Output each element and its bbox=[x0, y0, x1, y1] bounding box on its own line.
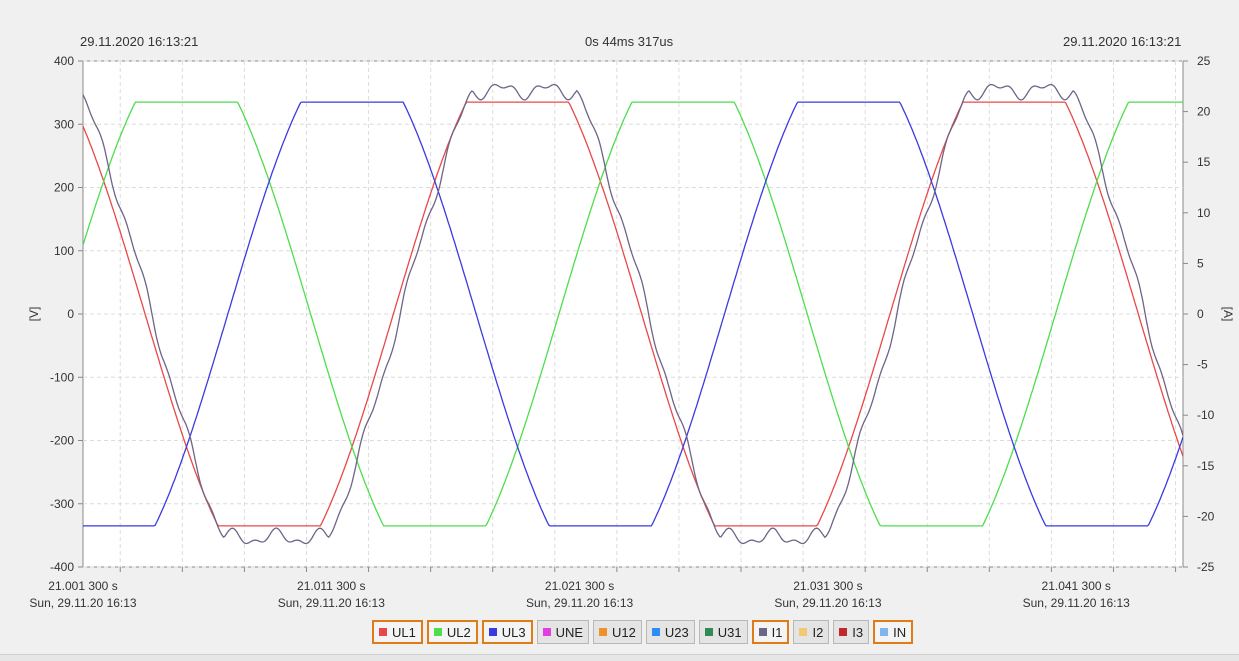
legend-label: UL1 bbox=[392, 624, 416, 640]
y-left-tick-label: 0 bbox=[67, 307, 74, 321]
x-tick-label-time: 21.001 300 s bbox=[48, 579, 117, 593]
series-ul1 bbox=[83, 101, 1183, 527]
duration-readout: 0s 44ms 317us bbox=[585, 34, 674, 49]
start-timestamp: 29.11.2020 16:13:21 bbox=[80, 34, 199, 49]
y-left-tick-label: -300 bbox=[50, 497, 74, 511]
legend-label: UL2 bbox=[446, 624, 471, 640]
legend-swatch bbox=[758, 628, 767, 636]
y-right-tick-label: 25 bbox=[1197, 54, 1211, 68]
series-ul2 bbox=[83, 101, 1183, 527]
legend-toggle-i1[interactable]: I1 bbox=[751, 620, 790, 644]
legend-toggle-in[interactable]: IN bbox=[873, 620, 914, 644]
y-right-tick-label: -15 bbox=[1197, 459, 1215, 473]
x-tick-label-date: Sun, 29.11.20 16:13 bbox=[774, 596, 882, 610]
legend-swatch bbox=[379, 628, 387, 636]
y-right-axis-label: [A] bbox=[1221, 307, 1235, 322]
horizontal-scrollbar[interactable] bbox=[0, 654, 1239, 661]
y-right-tick-label: -20 bbox=[1197, 509, 1215, 523]
y-left-tick-label: 100 bbox=[54, 244, 74, 258]
legend-toggle-u31[interactable]: U31 bbox=[698, 620, 748, 644]
legend-toggle-ul3[interactable]: UL3 bbox=[481, 620, 533, 644]
y-right-tick-label: 5 bbox=[1197, 256, 1204, 270]
legend-label: U23 bbox=[664, 624, 689, 640]
legend-swatch bbox=[799, 628, 808, 636]
legend-toggle-u23[interactable]: U23 bbox=[645, 620, 695, 644]
y-right-tick-label: 10 bbox=[1197, 206, 1211, 220]
legend-toggle-une[interactable]: UNE bbox=[536, 620, 590, 644]
x-tick-label-time: 21.031 300 s bbox=[793, 579, 862, 593]
x-tick-label-time: 21.041 300 s bbox=[1042, 579, 1111, 593]
x-tick-label-date: Sun, 29.11.20 16:13 bbox=[1023, 596, 1131, 610]
legend-toggle-u12[interactable]: U12 bbox=[593, 620, 642, 644]
series-ul3 bbox=[83, 101, 1183, 527]
end-timestamp: 29.11.2020 16:13:21 bbox=[1063, 34, 1182, 49]
legend-swatch bbox=[542, 628, 551, 636]
legend-toggle-ul1[interactable]: UL1 bbox=[372, 620, 423, 644]
legend-label: U12 bbox=[612, 624, 636, 640]
legend-label: I3 bbox=[852, 624, 864, 640]
legend-swatch bbox=[839, 628, 848, 636]
legend-label: U31 bbox=[717, 624, 742, 640]
legend-label: UNE bbox=[555, 624, 584, 640]
legend: UL1 UL2 UL3 UNE U12 U23 U31 I1 I2 I3 IN bbox=[372, 620, 914, 644]
y-left-tick-label: -100 bbox=[50, 370, 74, 384]
legend-swatch bbox=[880, 628, 889, 636]
y-right-tick-label: 20 bbox=[1197, 105, 1211, 119]
y-right-tick-label: -10 bbox=[1197, 408, 1215, 422]
legend-label: IN bbox=[893, 624, 907, 640]
x-tick-label-date: Sun, 29.11.20 16:13 bbox=[526, 596, 634, 610]
y-left-tick-label: 300 bbox=[54, 117, 74, 131]
x-tick-label-date: Sun, 29.11.20 16:13 bbox=[278, 596, 386, 610]
waveform-chart[interactable]: 4003002001000-100-200-300-400[V]25201510… bbox=[0, 0, 1239, 620]
y-right-tick-label: 0 bbox=[1197, 307, 1204, 321]
legend-toggle-ul2[interactable]: UL2 bbox=[426, 620, 478, 644]
y-left-tick-label: 400 bbox=[54, 54, 74, 68]
legend-label: I2 bbox=[812, 624, 824, 640]
y-right-tick-label: 15 bbox=[1197, 155, 1211, 169]
legend-toggle-i2[interactable]: I2 bbox=[793, 620, 830, 644]
y-left-tick-label: -400 bbox=[50, 560, 74, 574]
y-left-axis-label: [V] bbox=[27, 307, 41, 322]
legend-label: I1 bbox=[771, 624, 783, 640]
legend-swatch bbox=[599, 628, 608, 636]
x-tick-label-date: Sun, 29.11.20 16:13 bbox=[29, 596, 137, 610]
series-i1 bbox=[83, 83, 1183, 545]
y-right-tick-label: -5 bbox=[1197, 358, 1208, 372]
y-left-tick-label: -200 bbox=[50, 434, 74, 448]
y-right-tick-label: -25 bbox=[1197, 560, 1215, 574]
x-tick-label-time: 21.011 300 s bbox=[297, 579, 366, 593]
legend-swatch bbox=[433, 628, 442, 636]
legend-toggle-i3[interactable]: I3 bbox=[833, 620, 870, 644]
y-left-tick-label: 200 bbox=[54, 181, 74, 195]
legend-swatch bbox=[651, 628, 660, 636]
legend-swatch bbox=[704, 628, 713, 636]
legend-swatch bbox=[488, 628, 497, 636]
legend-label: UL3 bbox=[501, 624, 526, 640]
x-tick-label-time: 21.021 300 s bbox=[545, 579, 614, 593]
